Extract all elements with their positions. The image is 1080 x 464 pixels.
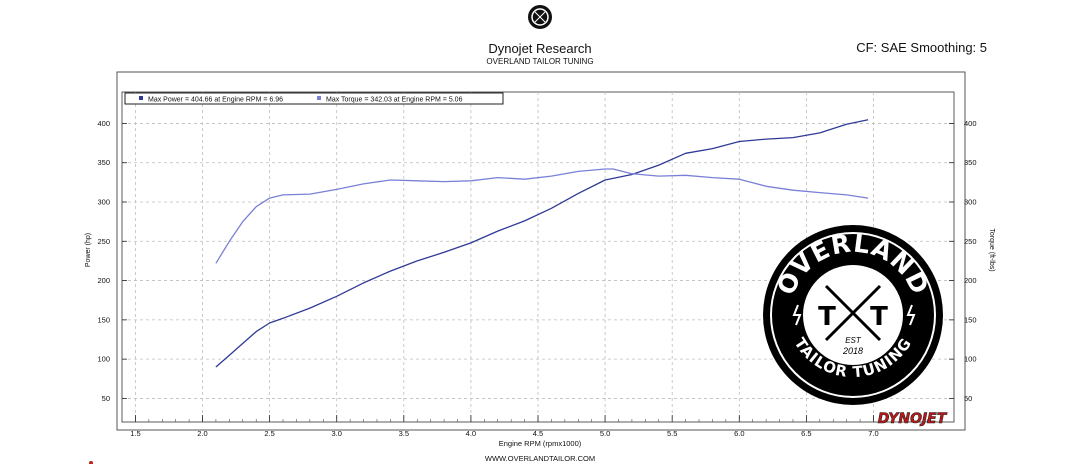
seal-initial-right: T [870,302,888,332]
y-axis-right-label: Torque (ft-lbs) [988,228,995,271]
cf-smoothing-info: CF: SAE Smoothing: 5 [856,40,987,55]
x-tick-label: 5.5 [667,429,677,438]
series-layer [215,119,869,368]
seal-est: EST [845,336,862,345]
x-axis-label: Engine RPM (rpmx1000) [499,439,582,448]
torque-line [215,168,869,264]
y-tick-label-right: 400 [964,119,977,128]
seal-initial-left: T [818,302,836,332]
y-axis-left-label: Power (hp) [85,233,92,267]
y-tick-label-right: 50 [964,394,972,403]
legend-torque-label: Max Torque = 342.03 at Engine RPM = 5.06 [326,97,463,104]
y-tick-label-right: 300 [964,198,977,207]
y-tick-label-left: 200 [97,276,110,285]
x-tick-label: 2.0 [197,429,207,438]
legend-box [124,92,504,105]
axes: 1.5 2.0 2.5 3.0 3.5 4.0 4.5 5.0 5.5 6.0 6.5 7.0 50 50… [97,119,976,438]
y-tick-label-left: 400 [97,119,110,128]
x-tick-label: 3.5 [399,429,409,438]
bolt-left-icon [792,304,802,326]
x-tick-label: 4.0 [466,429,476,438]
y-tick-label-left: 300 [97,198,110,207]
x-tick-label: 5.0 [600,429,610,438]
y-tick-label-left: 150 [97,315,110,324]
y-tick-label-right: 150 [964,315,977,324]
legend-power-label: Max Power = 404.66 at Engine RPM = 6.96 [148,97,283,104]
y-tick-label-right: 350 [964,158,977,167]
page-title: Dynojet Research [488,41,591,56]
x-tick-label: 6.5 [801,429,811,438]
bolt-right-icon [906,304,916,326]
y-tick-label-left: 50 [102,394,110,403]
y-tick-label-right: 250 [964,237,977,246]
overland-seal: OVERLAND TAILOR TUNING T T EST 2018 [763,225,943,405]
x-tick-label: 2.5 [264,429,274,438]
power-line [215,119,869,368]
y-tick-label-right: 200 [964,276,977,285]
legend-swatch-torque [317,96,321,100]
legend-swatch-power [139,96,143,100]
legend: Max Power = 404.66 at Engine RPM = 6.96 … [124,92,504,105]
page-subtitle: OVERLAND TAILOR TUNING [486,57,593,66]
seal-year: 2018 [842,346,863,356]
emblem-icon [528,5,552,29]
y-tick-label-right: 100 [964,355,977,364]
x-tick-label: 3.0 [331,429,341,438]
y-tick-label-left: 100 [97,355,110,364]
x-tick-label: 7.0 [868,429,878,438]
dynojet-logo: DYNOJET [878,411,948,427]
y-tick-label-left: 350 [97,158,110,167]
x-tick-label: 4.5 [533,429,543,438]
grid [122,92,954,422]
red-dot-icon [89,461,93,464]
y-tick-label-left: 250 [97,237,110,246]
x-tick-label: 1.5 [130,429,140,438]
x-tick-label: 6.0 [734,429,744,438]
footer-website: WWW.OVERLANDTAILOR.COM [485,454,595,463]
